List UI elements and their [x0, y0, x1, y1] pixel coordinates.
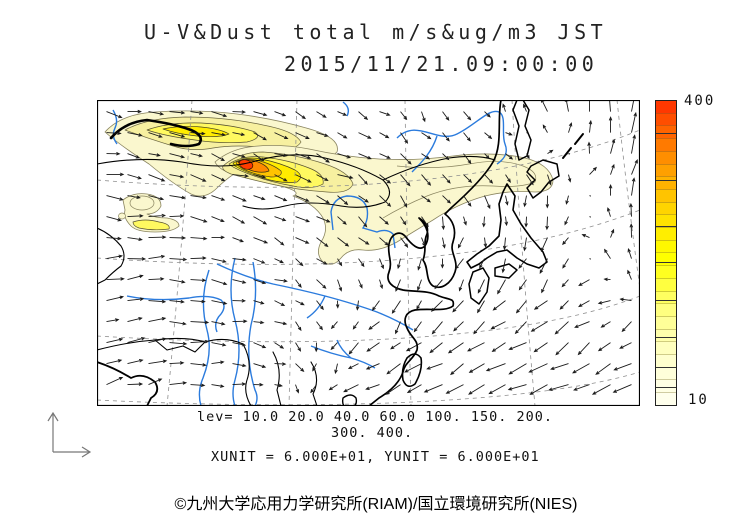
- colorbar-segment: [656, 101, 676, 114]
- plot-datetime: 2015/11/21.09:00:00: [284, 52, 599, 76]
- colorbar-tick: [656, 300, 676, 302]
- colorbar-segment: [656, 113, 676, 127]
- colorbar-tick: [656, 132, 676, 134]
- colorbar-segment: [656, 202, 676, 216]
- colorbar-tick: [656, 367, 676, 368]
- copyright-text: ©九州大学応用力学研究所(RIAM)/国立環境研究所(NIES): [174, 496, 578, 513]
- colorbar-segments: [656, 101, 676, 405]
- colorbar-segment: [656, 164, 676, 178]
- axis-arrows-icon: [47, 411, 92, 458]
- colorbar-tick: [656, 336, 676, 338]
- colorbar-segment: [656, 329, 676, 343]
- colorbar-segment: [656, 316, 676, 330]
- colorbar-segment: [656, 126, 676, 140]
- coastlines-borders: [97, 100, 584, 406]
- colorbar-tick: [656, 262, 676, 264]
- colorbar-segment: [656, 151, 676, 165]
- colorbar-min-label: 10: [688, 392, 709, 408]
- colorbar-segment: [656, 228, 676, 241]
- colorbar-segment: [656, 240, 676, 254]
- vector-units: XUNIT = 6.000E+01, YUNIT = 6.000E+01: [211, 449, 540, 465]
- colorbar-segment: [656, 215, 676, 229]
- contour-levels-line1: lev= 10.0 20.0 40.0 60.0 100. 150. 200.: [197, 409, 553, 425]
- colorbar-segment: [656, 393, 676, 405]
- colorbar-segment: [656, 266, 676, 279]
- colorbar-tick: [656, 225, 676, 227]
- colorbar-segment: [656, 342, 676, 356]
- colorbar-max-label: 400: [684, 93, 716, 109]
- colorbar-segment: [656, 278, 676, 292]
- contour-levels-line2: 300. 400.: [331, 425, 414, 441]
- colorbar-tick: [656, 180, 676, 182]
- map-panel: [97, 100, 640, 406]
- map-plot: [97, 100, 640, 406]
- wind-arrow-field: [106, 100, 638, 395]
- colorbar-tick: [656, 386, 676, 388]
- plot-title: U-V&Dust total m/s&ug/m3 JST: [144, 20, 608, 44]
- colorbar-segment: [656, 139, 676, 152]
- graticule: [97, 100, 640, 406]
- colorbar: [655, 100, 677, 406]
- colorbar-segment: [656, 367, 676, 381]
- wind-arrows: [106, 100, 638, 395]
- colorbar-segment: [656, 355, 676, 368]
- colorbar-segment: [656, 189, 676, 203]
- colorbar-segment: [656, 253, 676, 267]
- map-frame: [97, 100, 640, 406]
- colorbar-segment: [656, 304, 676, 317]
- colorbar-segment: [656, 291, 676, 305]
- rivers: [112, 101, 507, 406]
